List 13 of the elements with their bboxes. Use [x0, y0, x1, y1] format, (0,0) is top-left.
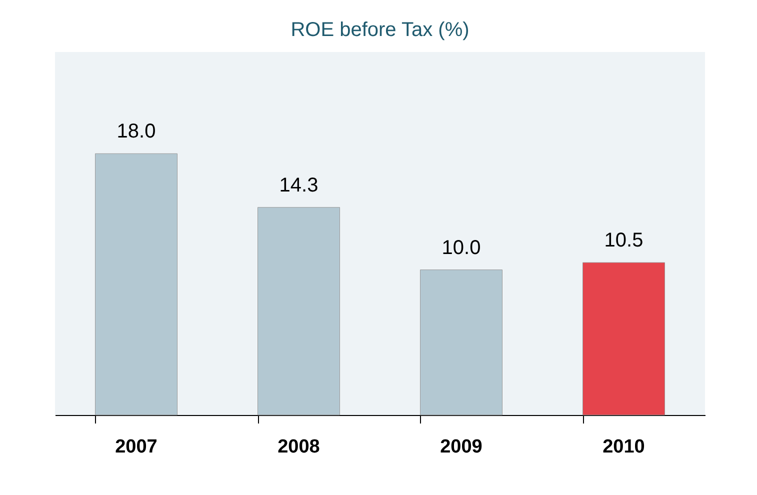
bar — [258, 207, 340, 416]
data-label: 10.5 — [604, 230, 644, 252]
x-tick-label: 2008 — [278, 436, 320, 458]
x-tick-label: 2009 — [440, 436, 482, 458]
x-tick-label: 2007 — [115, 436, 158, 458]
data-label: 18.0 — [116, 120, 156, 143]
x-tick-label: 2010 — [602, 436, 645, 458]
bar — [95, 153, 178, 416]
bar — [420, 270, 502, 416]
data-label: 14.3 — [279, 174, 318, 196]
chart-title: ROE before Tax (%) — [290, 19, 470, 41]
data-label: 10.0 — [442, 236, 481, 259]
bar — [582, 262, 665, 416]
